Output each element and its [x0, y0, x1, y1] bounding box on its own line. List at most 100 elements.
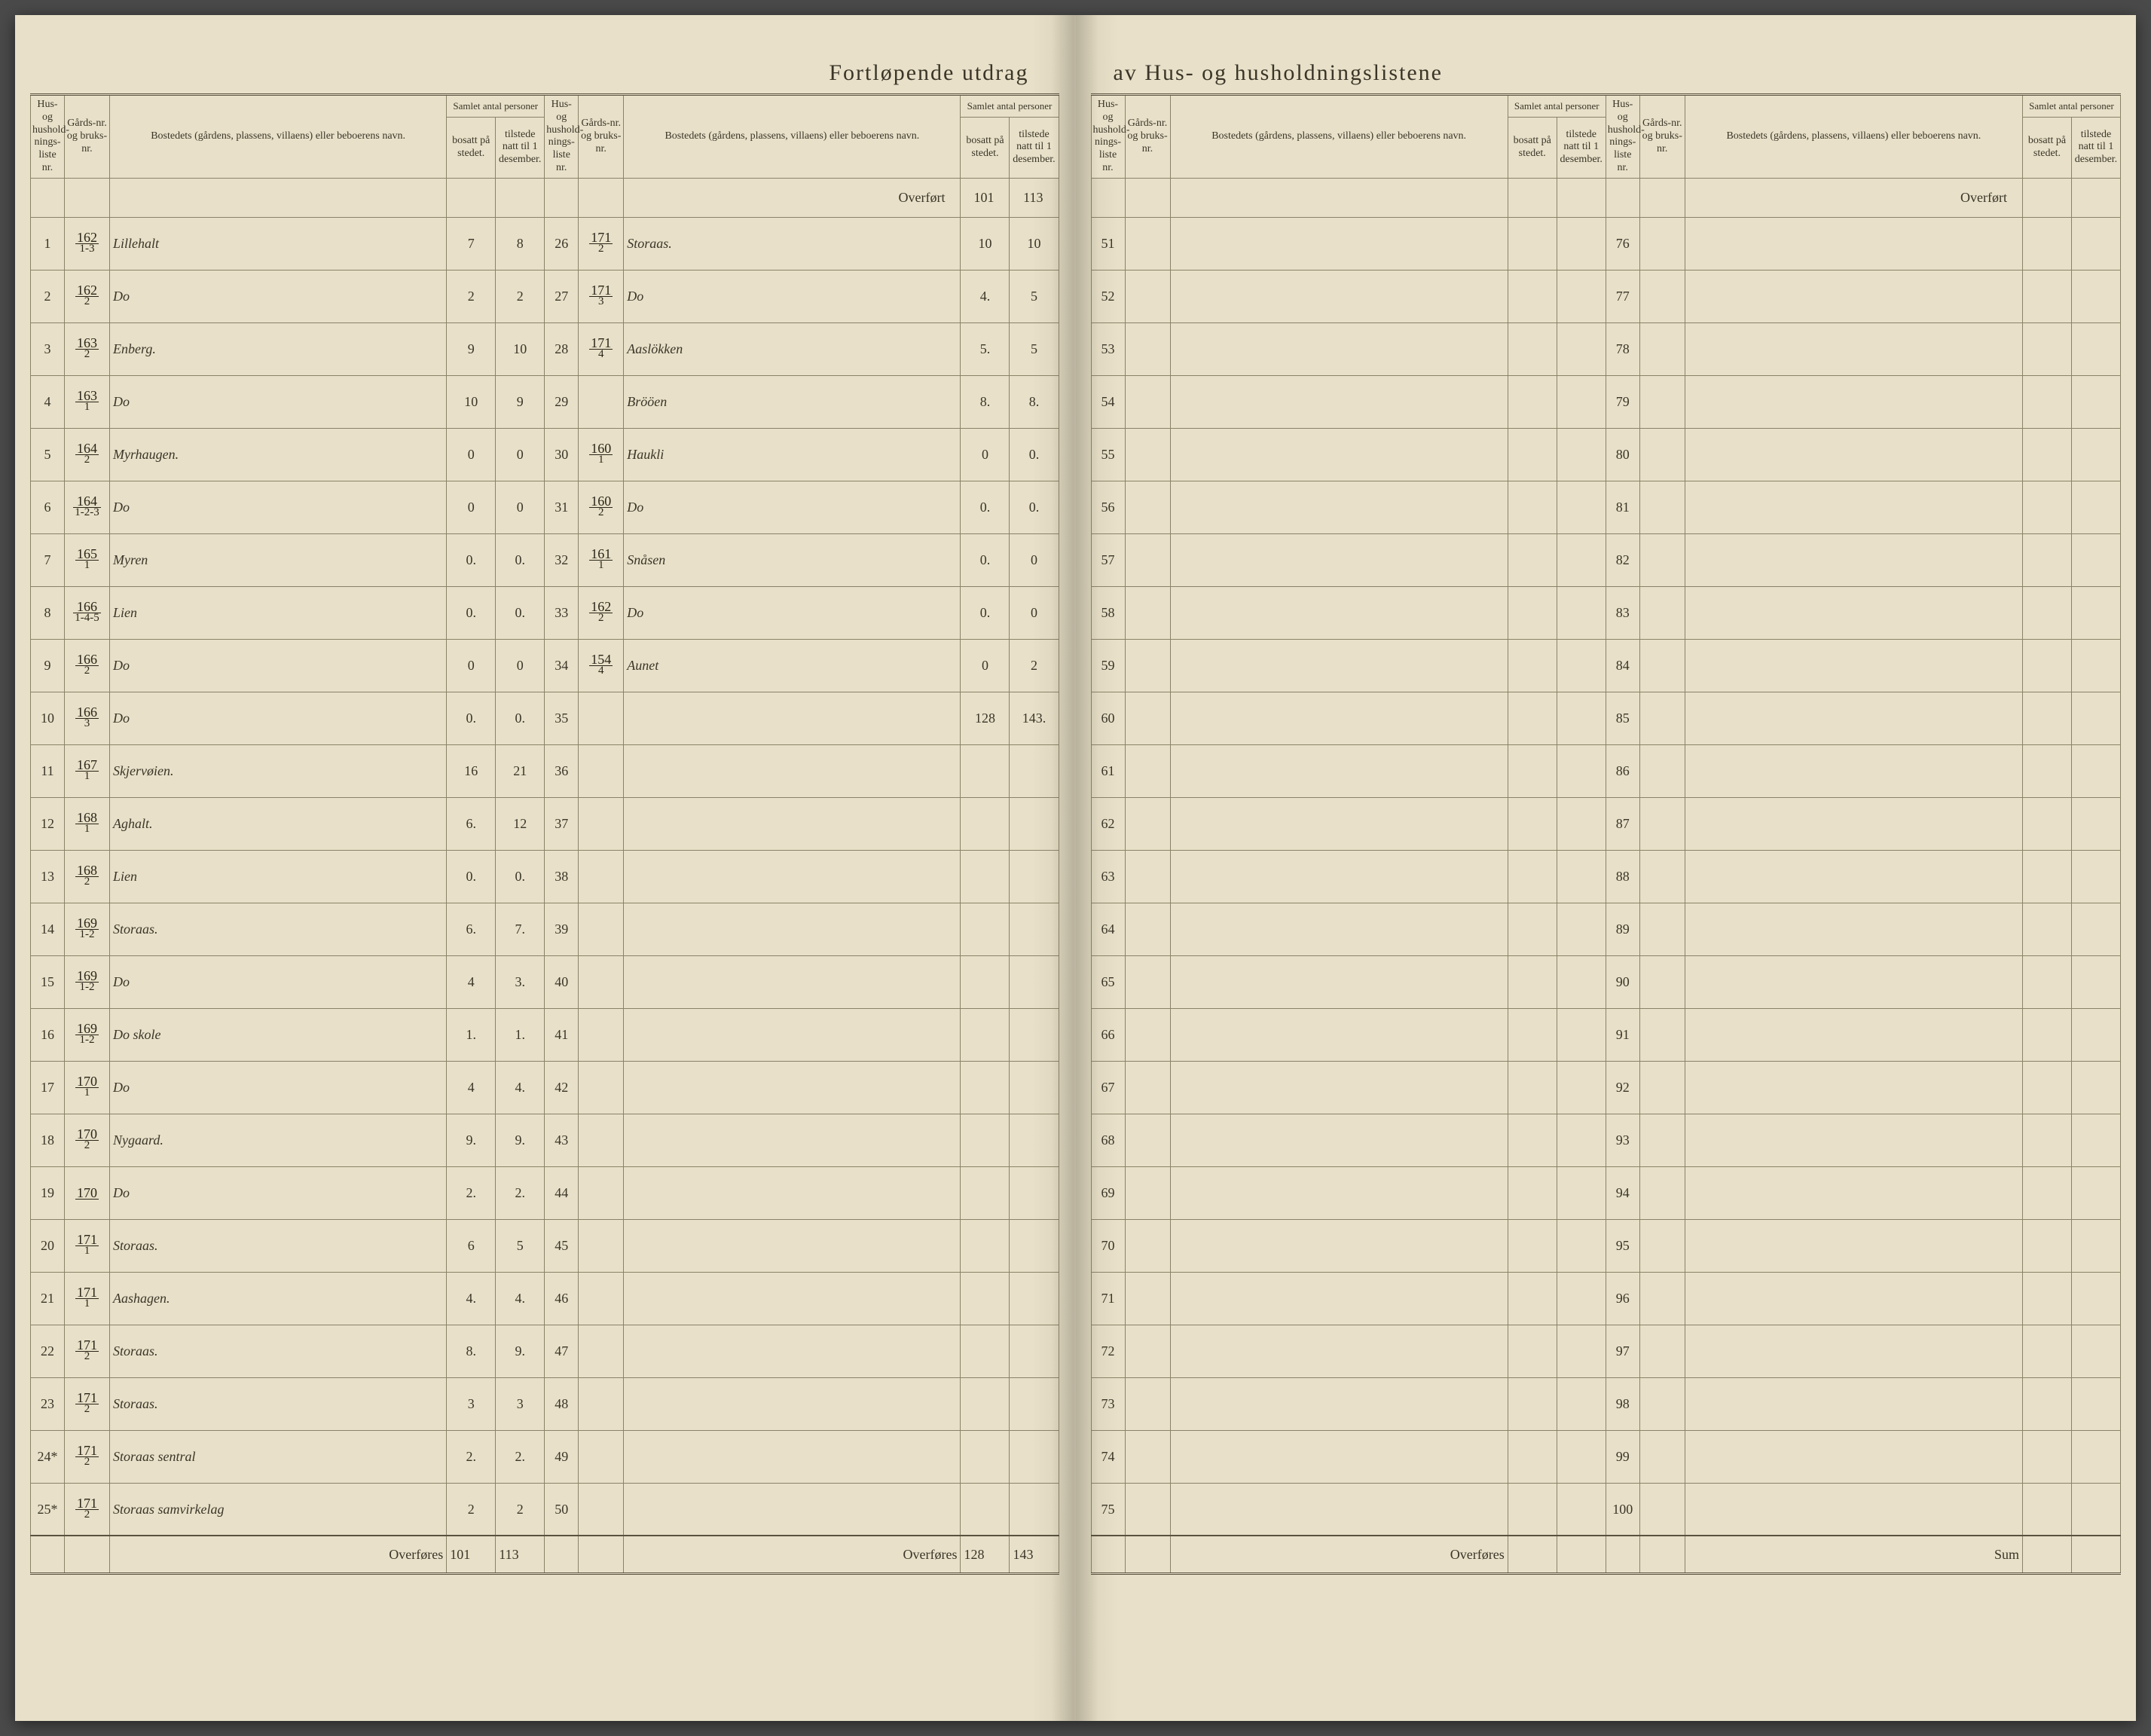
- row-nr: 5: [31, 428, 65, 481]
- bosted-name: Aghalt.: [110, 797, 447, 850]
- row-nr: 75: [1091, 1483, 1125, 1536]
- table-row: 71 96: [1091, 1272, 2121, 1325]
- bosted-name: Storaas.: [110, 1325, 447, 1377]
- bosted-name: [1170, 375, 1508, 428]
- bosatt-value: [1508, 1272, 1557, 1325]
- bosted-name: Storaas.: [624, 217, 961, 270]
- bosted-name: [1685, 1061, 2022, 1114]
- table-row: 16 1691-2 Do skole 1. 1. 41: [31, 1008, 1059, 1061]
- tilstede-value: [2071, 586, 2120, 639]
- row-nr: 85: [1606, 692, 1639, 744]
- bosatt-value: 10: [447, 375, 496, 428]
- bosted-name: Lien: [110, 586, 447, 639]
- row-nr: 8: [31, 586, 65, 639]
- tilstede-value: [2071, 1114, 2120, 1166]
- bosatt-value: [2022, 850, 2071, 903]
- bosatt-value: 6.: [447, 903, 496, 955]
- row-nr: 92: [1606, 1061, 1639, 1114]
- table-row: 10 1663 Do 0. 0. 35 128 143.: [31, 692, 1059, 744]
- gard-nr: 1681: [65, 797, 110, 850]
- bosatt-value: [1508, 1430, 1557, 1483]
- bosted-name: [1170, 1166, 1508, 1219]
- row-nr: 89: [1606, 903, 1639, 955]
- tilstede-value: [1010, 1166, 1059, 1219]
- table-row: 56 81: [1091, 481, 2121, 533]
- row-nr: 96: [1606, 1272, 1639, 1325]
- table-row: 66 91: [1091, 1008, 2121, 1061]
- row-nr: 40: [545, 955, 579, 1008]
- gard-nr: 1611: [579, 533, 624, 586]
- bosatt-value: [961, 1114, 1010, 1166]
- footer-bosatt: 101: [447, 1536, 496, 1573]
- row-nr: 81: [1606, 481, 1639, 533]
- bosted-name: Lien: [110, 850, 447, 903]
- gard-nr: 1712: [65, 1483, 110, 1536]
- bosted-name: [1170, 428, 1508, 481]
- row-nr: 16: [31, 1008, 65, 1061]
- bosatt-value: [1508, 428, 1557, 481]
- bosted-name: [1170, 586, 1508, 639]
- bosted-name: [1170, 1325, 1508, 1377]
- tilstede-value: [2071, 1430, 2120, 1483]
- row-nr: 60: [1091, 692, 1125, 744]
- overfort-tilstede: [2071, 178, 2120, 217]
- row-nr: 36: [545, 744, 579, 797]
- hdr-tilstede: tilstede natt til 1 desember.: [1010, 118, 1059, 179]
- row-nr: 94: [1606, 1166, 1639, 1219]
- bosted-name: [1170, 744, 1508, 797]
- row-nr: 76: [1606, 217, 1639, 270]
- bosatt-value: 8.: [447, 1325, 496, 1377]
- bosted-name: [1685, 481, 2022, 533]
- tilstede-value: 0: [1010, 586, 1059, 639]
- bosatt-value: [1508, 639, 1557, 692]
- row-nr: 31: [545, 481, 579, 533]
- bosted-name: [624, 1377, 961, 1430]
- table-row: 6 1641-2-3 Do 0 0 31 1602 Do 0. 0.: [31, 481, 1059, 533]
- tilstede-value: [2071, 850, 2120, 903]
- gard-nr: [1125, 744, 1170, 797]
- tilstede-value: [1557, 955, 1606, 1008]
- bosted-name: [1170, 850, 1508, 903]
- tilstede-value: [1010, 1377, 1059, 1430]
- bosted-name: Do: [110, 481, 447, 533]
- tilstede-value: [2071, 639, 2120, 692]
- table-row: 4 1631 Do 10 9 29 Brööen 8. 8.: [31, 375, 1059, 428]
- gard-nr: [579, 1430, 624, 1483]
- gard-nr: [1125, 1166, 1170, 1219]
- bosatt-value: [2022, 1272, 2071, 1325]
- tilstede-value: [1010, 955, 1059, 1008]
- bosted-name: [624, 1166, 961, 1219]
- hdr-gard-nr: Gårds-nr. og bruks-nr.: [1125, 95, 1170, 179]
- tilstede-value: [1557, 428, 1606, 481]
- table-row: 17 1701 Do 4 4. 42: [31, 1061, 1059, 1114]
- gard-nr: 1691-2: [65, 903, 110, 955]
- gard-nr: [579, 850, 624, 903]
- row-nr: 42: [545, 1061, 579, 1114]
- bosted-name: [1170, 481, 1508, 533]
- bosatt-value: [2022, 1114, 2071, 1166]
- right-page: av Hus- og husholdningslistene Hus- og h…: [1076, 15, 2137, 1721]
- row-nr: 46: [545, 1272, 579, 1325]
- row-nr: 21: [31, 1272, 65, 1325]
- bosted-name: [624, 1219, 961, 1272]
- gard-nr: [1125, 1430, 1170, 1483]
- bosatt-value: [961, 1219, 1010, 1272]
- tilstede-value: 3.: [496, 955, 545, 1008]
- table-row: 60 85: [1091, 692, 2121, 744]
- bosted-name: [1685, 375, 2022, 428]
- bosted-name: Haukli: [624, 428, 961, 481]
- gard-nr: [1125, 217, 1170, 270]
- tilstede-value: [1010, 797, 1059, 850]
- row-nr: 73: [1091, 1377, 1125, 1430]
- bosatt-value: [2022, 692, 2071, 744]
- bosted-name: [1685, 217, 2022, 270]
- bosatt-value: [961, 955, 1010, 1008]
- row-nr: 83: [1606, 586, 1639, 639]
- tilstede-value: [1010, 744, 1059, 797]
- tilstede-value: 5: [1010, 270, 1059, 322]
- row-nr: 38: [545, 850, 579, 903]
- tilstede-value: [2071, 1061, 2120, 1114]
- tilstede-value: 0.: [1010, 428, 1059, 481]
- table-row: 14 1691-2 Storaas. 6. 7. 39: [31, 903, 1059, 955]
- bosted-name: [1685, 1114, 2022, 1166]
